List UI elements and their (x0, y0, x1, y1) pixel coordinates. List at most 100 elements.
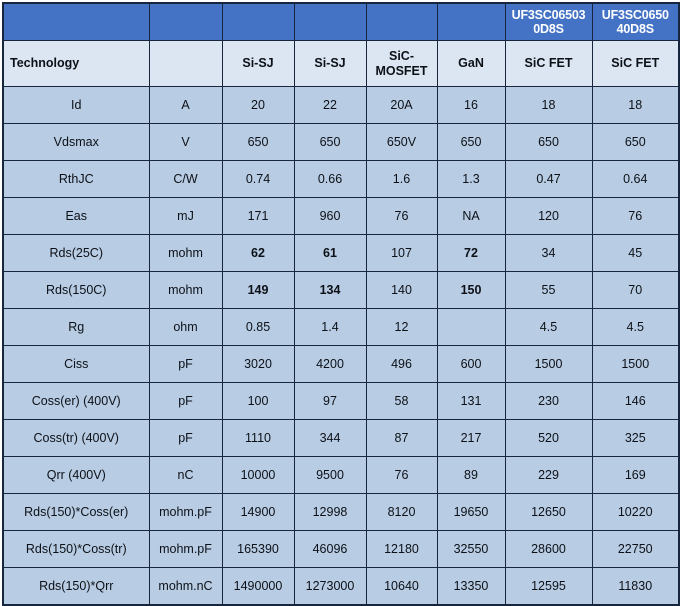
value-cell: 344 (293, 419, 367, 457)
value-cell: 1490000 (221, 567, 295, 606)
part-number-cell: UF3SC065030D8S (504, 2, 593, 41)
part-number-cell: UF3SC065040D8S (591, 2, 680, 41)
value-cell: 650 (436, 123, 506, 161)
unit-cell: mohm (148, 234, 223, 272)
value-cell: 650 (293, 123, 367, 161)
unit-cell: mohm.nC (148, 567, 223, 606)
value-cell: 1110 (221, 419, 295, 457)
parameter-label: Ciss (2, 345, 150, 383)
value-cell: 22750 (591, 530, 680, 568)
table-row: Id A 20 22 20A 16 18 18 (2, 86, 680, 124)
value-cell: 650 (591, 123, 680, 161)
technology-value-cell: SiC-MOSFET (365, 40, 438, 87)
header-blank-cell (293, 2, 367, 41)
value-cell: 19650 (436, 493, 506, 531)
value-cell: 18 (504, 86, 593, 124)
unit-cell: pF (148, 419, 223, 457)
value-cell: 12180 (365, 530, 438, 568)
value-cell: 3020 (221, 345, 295, 383)
value-cell: 650 (504, 123, 593, 161)
parameter-label: Rds(150)*Qrr (2, 567, 150, 606)
value-cell: 1500 (504, 345, 593, 383)
value-cell-highlighted: 150 (436, 271, 506, 309)
technology-value-cell: GaN (436, 40, 506, 87)
header-blank-cell (148, 2, 223, 41)
value-cell: 100 (221, 382, 295, 420)
parameter-label: Rg (2, 308, 150, 346)
value-cell: 520 (504, 419, 593, 457)
table-row: Rds(25C) mohm 62 61 107 72 34 45 (2, 234, 680, 272)
value-cell: 76 (365, 456, 438, 494)
value-cell: 1.6 (365, 160, 438, 198)
value-cell: 1273000 (293, 567, 367, 606)
table-row: Rds(150)*Coss(tr) mohm.pF 165390 46096 12180… (2, 530, 680, 568)
value-cell: 4200 (293, 345, 367, 383)
technology-label: Technology (2, 40, 150, 87)
parameter-label: Qrr (400V) (2, 456, 150, 494)
value-cell: 0.85 (221, 308, 295, 346)
header-blank-cell (221, 2, 295, 41)
unit-cell: mohm (148, 271, 223, 309)
unit-cell: mJ (148, 197, 223, 235)
value-cell (436, 308, 506, 346)
value-cell: 97 (293, 382, 367, 420)
value-cell-highlighted: 61 (293, 234, 367, 272)
value-cell: 45 (591, 234, 680, 272)
value-cell: 58 (365, 382, 438, 420)
technology-unit-cell (148, 40, 223, 87)
value-cell: 0.74 (221, 160, 295, 198)
value-cell: 496 (365, 345, 438, 383)
value-cell: 9500 (293, 456, 367, 494)
value-cell: 107 (365, 234, 438, 272)
table-row: RthJC C/W 0.74 0.66 1.6 1.3 0.47 0.64 (2, 160, 680, 198)
unit-cell: mohm.pF (148, 530, 223, 568)
value-cell: 12 (365, 308, 438, 346)
parameter-label: Rds(150C) (2, 271, 150, 309)
table-row: Qrr (400V) nC 10000 9500 76 89 229 169 (2, 456, 680, 494)
value-cell: 18 (591, 86, 680, 124)
value-cell: 230 (504, 382, 593, 420)
value-cell: 1500 (591, 345, 680, 383)
value-cell: 1.4 (293, 308, 367, 346)
value-cell: 140 (365, 271, 438, 309)
parameter-label: Coss(tr) (400V) (2, 419, 150, 457)
parameter-label: Eas (2, 197, 150, 235)
value-cell: 70 (591, 271, 680, 309)
table-row: Eas mJ 171 960 76 NA 120 76 (2, 197, 680, 235)
value-cell-highlighted: 72 (436, 234, 506, 272)
value-cell: 76 (365, 197, 438, 235)
technology-value-cell: Si-SJ (221, 40, 295, 87)
technology-header-row: Technology Si-SJ Si-SJ SiC-MOSFET GaN SiC FET… (2, 40, 680, 87)
value-cell: 28600 (504, 530, 593, 568)
parameter-label: Id (2, 86, 150, 124)
table-row: Rg ohm 0.85 1.4 12 4.5 4.5 (2, 308, 680, 346)
value-cell: 1.3 (436, 160, 506, 198)
value-cell: 0.47 (504, 160, 593, 198)
technology-value-cell: Si-SJ (293, 40, 367, 87)
value-cell: 120 (504, 197, 593, 235)
value-cell: 87 (365, 419, 438, 457)
value-cell: 20 (221, 86, 295, 124)
unit-cell: pF (148, 345, 223, 383)
unit-cell: V (148, 123, 223, 161)
value-cell: 165390 (221, 530, 295, 568)
table-row: Rds(150)*Qrr mohm.nC 1490000 1273000 10640 13… (2, 567, 680, 606)
value-cell: 13350 (436, 567, 506, 606)
parameter-label: Rds(25C) (2, 234, 150, 272)
value-cell: 12595 (504, 567, 593, 606)
value-cell: 11830 (591, 567, 680, 606)
table-row: Vdsmax V 650 650 650V 650 650 650 (2, 123, 680, 161)
value-cell: 10220 (591, 493, 680, 531)
parameter-label: Vdsmax (2, 123, 150, 161)
table-row: Ciss pF 3020 4200 496 600 1500 1500 (2, 345, 680, 383)
value-cell: NA (436, 197, 506, 235)
parameter-label: Rds(150)*Coss(tr) (2, 530, 150, 568)
unit-cell: mohm.pF (148, 493, 223, 531)
header-blank-cell (2, 2, 150, 41)
value-cell: 14900 (221, 493, 295, 531)
value-cell: 10640 (365, 567, 438, 606)
part-number-header-row: UF3SC065030D8S UF3SC065040D8S (2, 2, 680, 41)
